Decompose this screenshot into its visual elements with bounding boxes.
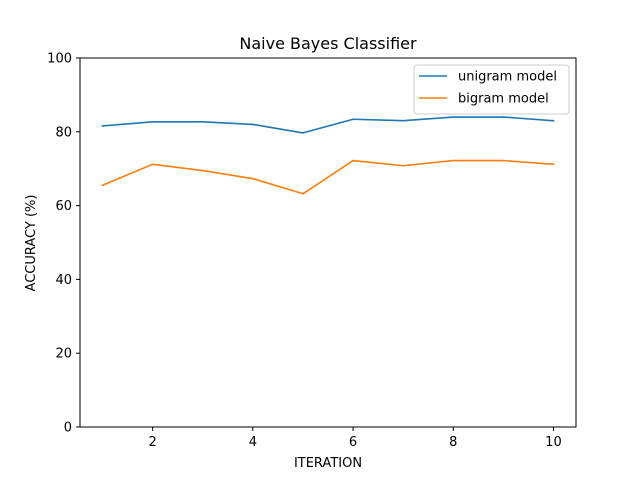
data-point — [201, 121, 204, 123]
x-tick-label: 8 — [449, 435, 457, 450]
series-line-bigram — [101, 159, 555, 195]
plot-frame — [79, 57, 577, 428]
x-tick-label: 4 — [249, 435, 257, 450]
x-axis-label: ITERATION — [294, 456, 362, 471]
data-point — [151, 121, 154, 123]
x-tick-label: 10 — [545, 435, 562, 450]
data-point — [201, 169, 204, 172]
y-tick-label: 60 — [55, 199, 72, 214]
data-point — [252, 177, 254, 180]
x-tick-label: 6 — [349, 435, 357, 450]
y-tick-label: 100 — [47, 52, 72, 67]
plot-area — [101, 116, 555, 195]
chart-title: Naive Bayes Classifier — [239, 34, 417, 53]
data-point — [452, 159, 455, 162]
data-point — [552, 119, 555, 122]
data-point — [101, 125, 104, 127]
y-tick-label: 20 — [55, 347, 72, 362]
data-point — [101, 184, 104, 187]
data-point — [302, 192, 304, 195]
data-point — [352, 159, 354, 162]
axes: 0 20 40 60 80 100 2 4 6 8 10 — [47, 52, 577, 450]
y-axis-label: ACCURACY (%) — [24, 195, 39, 292]
legend-box — [413, 64, 570, 115]
data-point — [402, 119, 404, 122]
data-point — [402, 164, 404, 167]
x-tick-label: 2 — [149, 435, 157, 450]
data-point — [552, 163, 555, 166]
data-point — [502, 159, 505, 162]
data-point — [452, 116, 455, 118]
data-point — [252, 123, 254, 126]
series-line-unigram — [101, 116, 555, 134]
y-tick-label: 80 — [55, 125, 72, 140]
data-point — [502, 116, 505, 118]
legend-label: bigram model — [458, 92, 549, 107]
data-point — [151, 163, 154, 166]
y-tick-label: 0 — [64, 421, 72, 436]
data-point — [302, 132, 304, 134]
legend-label: unigram model — [458, 70, 557, 85]
y-tick-label: 40 — [55, 273, 72, 288]
data-point — [352, 118, 354, 121]
legend: unigram model bigram model — [413, 64, 570, 115]
